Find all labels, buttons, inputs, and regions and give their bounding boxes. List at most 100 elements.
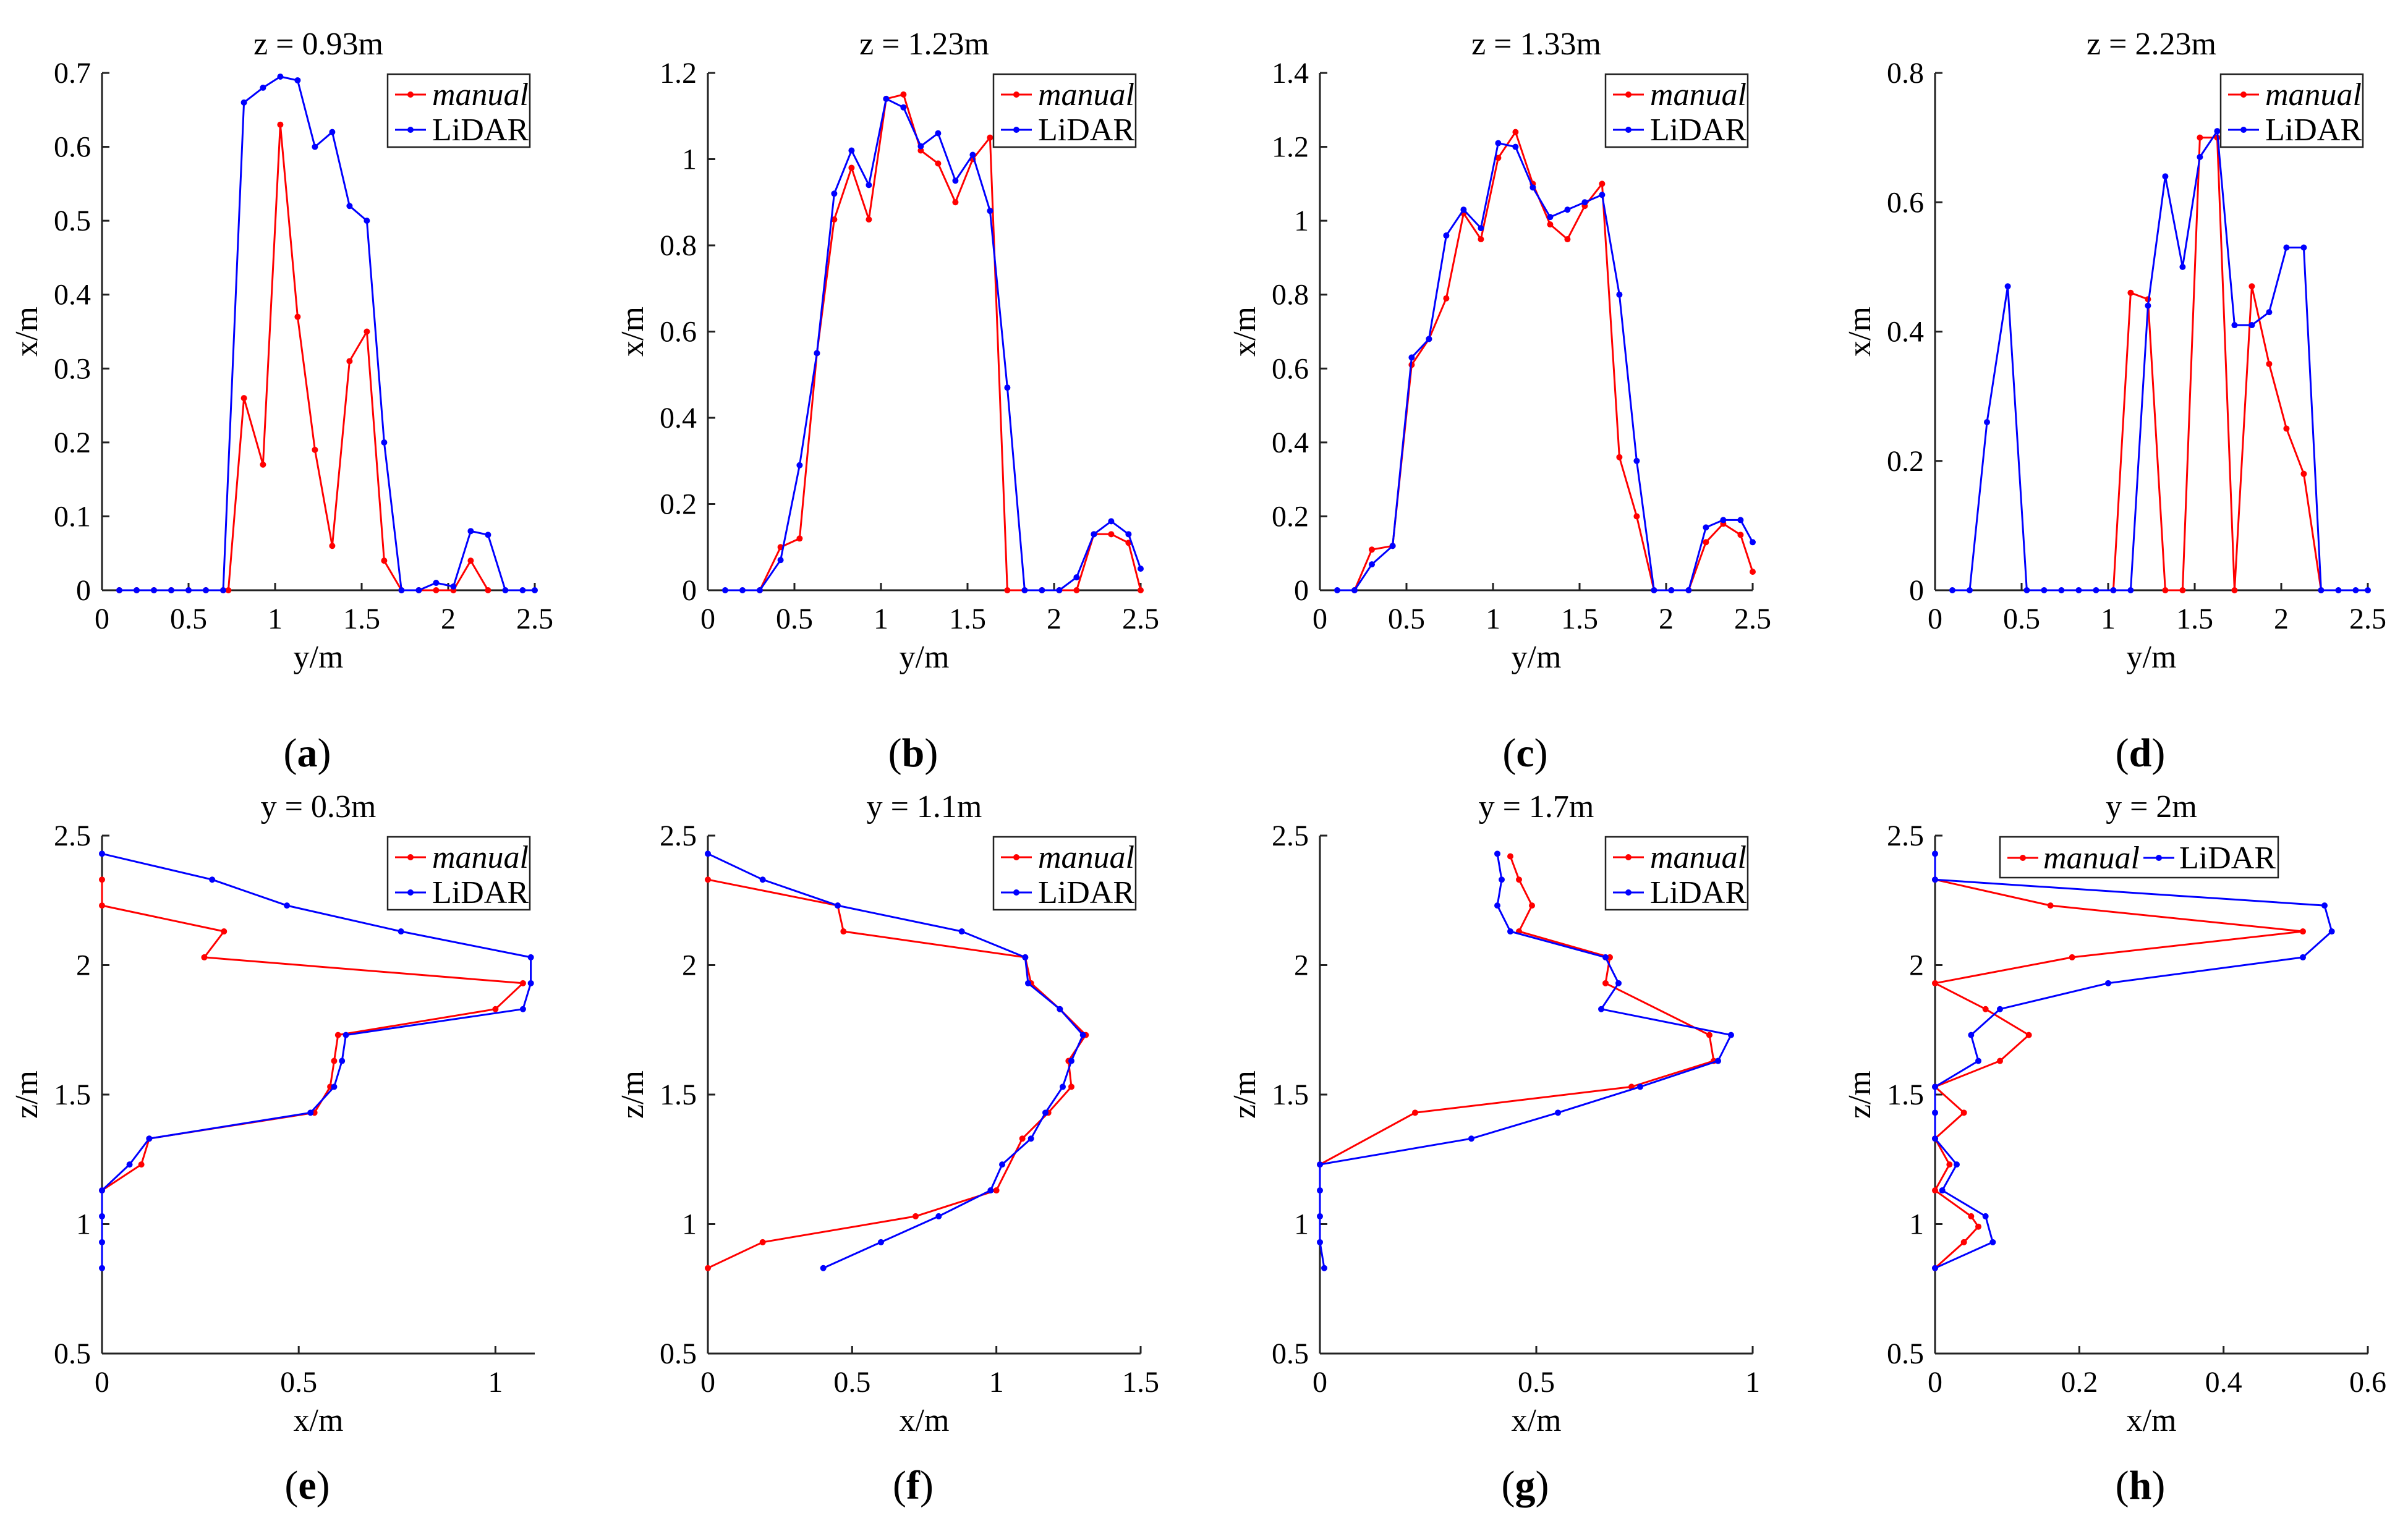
data-point-lidar: [2321, 902, 2328, 909]
legend-box: [2219, 73, 2364, 148]
data-point-lidar: [209, 876, 216, 883]
data-point-lidar: [2266, 309, 2273, 316]
data-point-manual: [1997, 1057, 2003, 1064]
x-tick-label: 1.5: [949, 603, 986, 635]
data-point-manual: [240, 395, 247, 402]
series-line-manual: [101, 879, 524, 1192]
x-tick-label: 0: [1928, 1366, 1942, 1399]
caption-letter: h: [2129, 1463, 2152, 1508]
caption-letter: f: [906, 1463, 921, 1508]
data-point-lidar: [1321, 1265, 1327, 1271]
caption-paren-close: ): [920, 1463, 934, 1508]
y-tick-label: 0: [1294, 574, 1309, 607]
data-point-manual: [900, 91, 907, 98]
data-point-manual: [2047, 902, 2054, 909]
x-tick-label: 1.5: [1561, 603, 1598, 635]
data-point-lidar: [1317, 1161, 1323, 1168]
data-point-lidar: [1637, 1083, 1643, 1090]
subfigure-caption: (e): [284, 1463, 330, 1508]
data-point-manual: [1737, 532, 1744, 538]
data-point-lidar: [99, 1213, 105, 1219]
data-point-manual: [2179, 587, 2186, 593]
data-point-manual: [1529, 902, 1535, 909]
data-point-manual: [993, 1187, 1000, 1194]
data-point-manual: [1412, 1109, 1418, 1116]
data-point-lidar: [1737, 517, 1744, 523]
data-point-manual: [138, 1161, 145, 1168]
data-point-lidar: [364, 218, 370, 224]
chart-title: z = 1.23m: [859, 27, 989, 62]
y-tick-label: 1.5: [1887, 1079, 1924, 1111]
y-tick-label: 1.5: [1272, 1079, 1309, 1111]
data-point-lidar: [1460, 206, 1467, 213]
data-point-lidar: [835, 902, 841, 909]
legend-box: [1999, 836, 2279, 879]
data-point-lidar: [2110, 587, 2117, 593]
series-line-lidar: [1952, 130, 2368, 591]
subfigure-caption: (a): [284, 731, 331, 776]
data-point-lidar: [433, 580, 440, 587]
caption-paren-open: (: [893, 1463, 906, 1508]
data-point-lidar: [415, 587, 422, 593]
x-axis-label: y/m: [1512, 640, 1562, 675]
data-point-lidar: [1932, 1135, 1938, 1142]
y-axis-label: z/m: [9, 1070, 45, 1119]
legend-label-lidar: LiDAR: [2179, 841, 2276, 876]
x-axis-label: y/m: [900, 640, 950, 675]
data-point-lidar: [2075, 587, 2082, 593]
data-point-lidar: [1334, 587, 1340, 593]
legend-box: [386, 836, 531, 911]
data-point-manual: [99, 876, 105, 883]
data-point-lidar: [381, 439, 388, 446]
data-point-lidar: [1975, 1057, 1981, 1064]
x-tick-label: 0.6: [2349, 1366, 2386, 1399]
data-point-manual: [1019, 1135, 1026, 1142]
data-point-lidar: [958, 928, 965, 935]
legend-marker: [407, 889, 414, 896]
y-tick-label: 2.5: [54, 820, 91, 852]
data-point-manual: [1564, 236, 1571, 243]
data-point-lidar: [1022, 954, 1029, 960]
data-point-lidar: [1599, 192, 1606, 198]
data-point-manual: [831, 216, 838, 223]
data-point-lidar: [467, 528, 474, 535]
data-point-lidar: [1056, 587, 1063, 593]
chart-title: y = 2m: [2106, 789, 2197, 824]
x-tick-label: 1: [1745, 1366, 1760, 1399]
data-point-manual: [1495, 155, 1502, 161]
series-line-manual: [119, 124, 489, 591]
data-point-manual: [225, 587, 232, 593]
series-line-lidar: [1319, 854, 1732, 1268]
y-tick-label: 0.5: [660, 1337, 697, 1370]
data-point-lidar: [2105, 980, 2111, 986]
data-point-lidar: [2179, 263, 2186, 270]
legend-box: [386, 73, 531, 148]
data-point-lidar: [777, 557, 784, 564]
data-point-manual: [1932, 1187, 1938, 1194]
data-point-lidar: [1932, 850, 1938, 857]
data-point-lidar: [999, 1161, 1005, 1168]
x-tick-label: 0: [1312, 1366, 1327, 1399]
legend-label-manual: manual: [432, 840, 529, 875]
y-axis-label: z/m: [1842, 1070, 1878, 1119]
y-axis-label: x/m: [9, 307, 45, 357]
data-point-lidar: [168, 587, 174, 593]
caption-paren-open: (: [284, 1463, 298, 1508]
caption-letter: b: [902, 731, 925, 776]
legend-label-manual: manual: [2265, 77, 2362, 112]
series-line-manual: [707, 878, 1087, 1269]
chart-a: 0 0.5 1 1.5 2 2.5 0 0.1 0.2 0.3 0.4 0.5 0.6 0.7 y/m x/m…: [9, 27, 553, 776]
data-point-manual: [485, 587, 491, 593]
data-point-lidar: [1499, 876, 1505, 883]
y-tick-label: 0.4: [1272, 426, 1309, 459]
data-point-lidar: [1068, 1057, 1074, 1064]
x-tick-label: 1.5: [343, 603, 380, 635]
data-point-lidar: [1138, 566, 1144, 572]
caption-letter: e: [298, 1463, 316, 1508]
data-point-manual: [329, 543, 336, 549]
y-tick-label: 2.5: [1887, 820, 1924, 852]
caption-letter: g: [1515, 1463, 1536, 1508]
data-point-lidar: [99, 850, 105, 857]
data-point-lidar: [2214, 128, 2221, 135]
data-point-lidar: [185, 587, 192, 593]
